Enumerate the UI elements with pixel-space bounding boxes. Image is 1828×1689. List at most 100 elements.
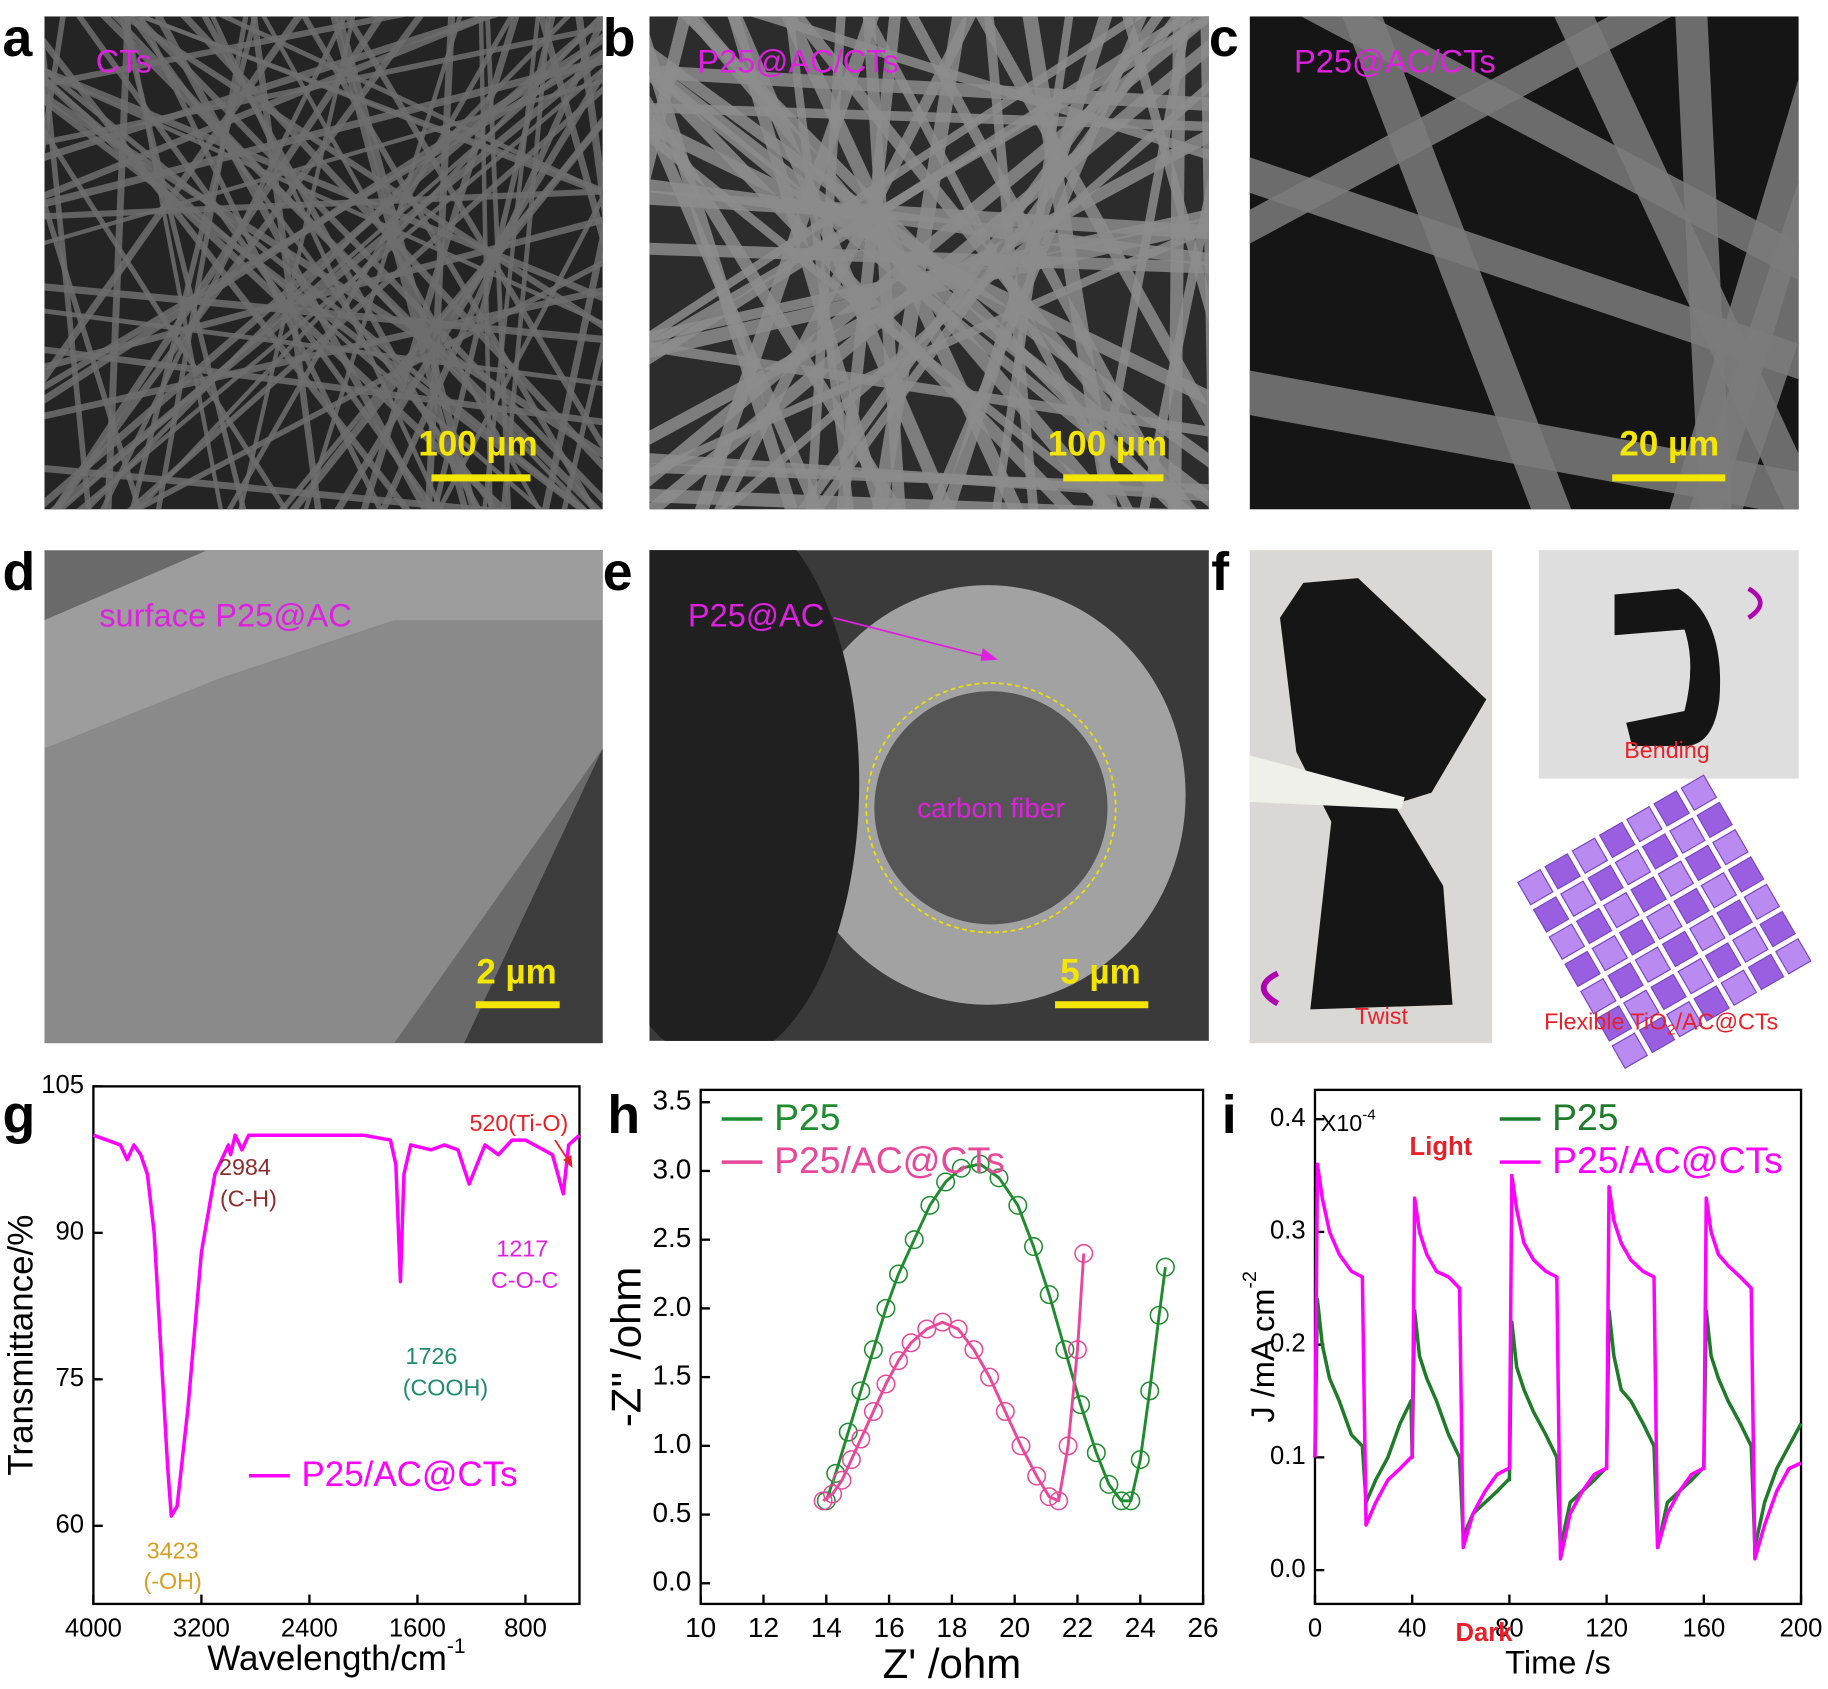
annotation-text: (C-H) bbox=[220, 1186, 277, 1212]
fiber bbox=[424, 16, 456, 510]
bend-arrow bbox=[1747, 586, 1763, 620]
fiber bbox=[649, 223, 1209, 478]
weave-tile bbox=[1646, 903, 1683, 941]
fiber bbox=[1554, 16, 1799, 510]
data-point bbox=[1140, 1381, 1160, 1401]
weave-tile bbox=[1650, 973, 1687, 1011]
data-point bbox=[851, 1429, 871, 1449]
data-point bbox=[951, 1158, 971, 1178]
annotation: carbon fiber bbox=[917, 793, 1065, 824]
fiber bbox=[1200, 16, 1209, 506]
data-point bbox=[823, 1484, 843, 1504]
data-point bbox=[904, 1230, 924, 1250]
data-point bbox=[948, 1319, 968, 1339]
plot-frame bbox=[92, 1085, 581, 1606]
weave-tile bbox=[1657, 860, 1695, 898]
weave-tile bbox=[1727, 856, 1765, 893]
fiber bbox=[649, 65, 1209, 112]
y-tick-label: 0.0 bbox=[1270, 1555, 1306, 1583]
weave-tile bbox=[1630, 876, 1667, 913]
dark-region bbox=[649, 550, 860, 1041]
panel-letter: a bbox=[2, 8, 33, 68]
y-axis-label: -Z'' /ohm bbox=[603, 1267, 650, 1428]
data-point bbox=[838, 1422, 858, 1442]
weave-tile bbox=[1775, 937, 1812, 975]
weave-tile bbox=[1638, 1016, 1676, 1054]
x-tick-label: 24 bbox=[1125, 1612, 1156, 1643]
fiber bbox=[155, 16, 249, 510]
panel-letter: h bbox=[607, 1085, 640, 1145]
x-tick-label: 80 bbox=[1495, 1614, 1524, 1642]
fiber bbox=[44, 37, 411, 510]
data-point bbox=[1024, 1237, 1044, 1257]
annotation-text: 520(Ti-O) bbox=[469, 1110, 568, 1136]
image-label: surface P25@AC bbox=[99, 596, 352, 633]
fiber bbox=[238, 16, 356, 510]
weave-tile bbox=[1544, 853, 1581, 890]
x-tick-label: 2400 bbox=[281, 1614, 338, 1642]
scale-bar-label: 100 µm bbox=[1048, 425, 1167, 464]
scale-bar-label: 5 µm bbox=[1060, 953, 1140, 992]
label-text: Transmittance/% bbox=[2, 1215, 41, 1476]
y-axis-label: Transmittance/% bbox=[2, 1215, 41, 1476]
x-tick-label: 4000 bbox=[65, 1614, 122, 1642]
fiber-edge bbox=[44, 550, 603, 749]
weave-tile bbox=[1595, 1005, 1633, 1042]
weave-tile bbox=[1693, 985, 1730, 1022]
weave-tile bbox=[1607, 962, 1644, 999]
data-point bbox=[964, 1340, 984, 1360]
fiber bbox=[862, 16, 906, 510]
legend-label: P25/AC@CTs bbox=[1552, 1139, 1783, 1181]
x-tick-label: 14 bbox=[811, 1612, 842, 1643]
data-point bbox=[1058, 1436, 1078, 1456]
annotation: (C-H) bbox=[220, 1186, 277, 1212]
fiber bbox=[44, 16, 408, 88]
fiber bbox=[436, 192, 603, 510]
weave-tile bbox=[1641, 833, 1679, 870]
weave-tile bbox=[1598, 821, 1636, 859]
weave-tile bbox=[1677, 957, 1715, 995]
weave-tile bbox=[1571, 837, 1609, 874]
y-tick-label: 1.5 bbox=[652, 1360, 691, 1391]
fiber bbox=[127, 16, 498, 510]
weave-tile bbox=[1575, 907, 1613, 945]
label-text: Z' /ohm bbox=[883, 1640, 1022, 1687]
data-point bbox=[1055, 1340, 1075, 1360]
y-tick-label: 0.0 bbox=[652, 1566, 691, 1597]
weave-tile bbox=[1580, 977, 1617, 1015]
scale-bar-label: 2 µm bbox=[476, 953, 556, 992]
weave-tile bbox=[1689, 914, 1726, 952]
sem-image bbox=[44, 550, 603, 1044]
fiber bbox=[334, 16, 478, 510]
annotation-text: (COOH) bbox=[403, 1375, 488, 1401]
data-point bbox=[970, 1154, 990, 1174]
x-tick-label: 120 bbox=[1585, 1614, 1628, 1642]
caption: Twist bbox=[1355, 1003, 1409, 1029]
weave-tile bbox=[1743, 883, 1781, 921]
weave-tile bbox=[1517, 868, 1554, 906]
tweezers bbox=[1249, 755, 1405, 809]
sem-image bbox=[649, 550, 1209, 1041]
fiber bbox=[119, 16, 247, 510]
scale-bar-label: 20 µm bbox=[1619, 425, 1719, 464]
fiber bbox=[44, 78, 603, 246]
fiber bbox=[500, 16, 552, 510]
data-point bbox=[936, 1172, 956, 1192]
annotation: 1726 bbox=[406, 1343, 458, 1369]
data-point bbox=[1155, 1257, 1175, 1277]
fiber bbox=[131, 16, 603, 504]
fiber bbox=[44, 16, 66, 157]
panel-letter: f bbox=[1211, 542, 1229, 602]
fiber bbox=[44, 126, 289, 510]
fiber bbox=[649, 341, 1209, 437]
fiber bbox=[538, 16, 603, 250]
fiber bbox=[44, 346, 603, 426]
data-point bbox=[1027, 1466, 1047, 1486]
annotation: 1217 bbox=[496, 1236, 548, 1262]
weave-tile bbox=[1634, 946, 1672, 984]
image-label: P25@AC bbox=[688, 596, 825, 633]
y-tick-label: 75 bbox=[56, 1364, 85, 1392]
x-tick-label: 10 bbox=[685, 1612, 716, 1643]
x-tick-label: 3200 bbox=[173, 1614, 230, 1642]
weave-tile bbox=[1732, 926, 1769, 964]
